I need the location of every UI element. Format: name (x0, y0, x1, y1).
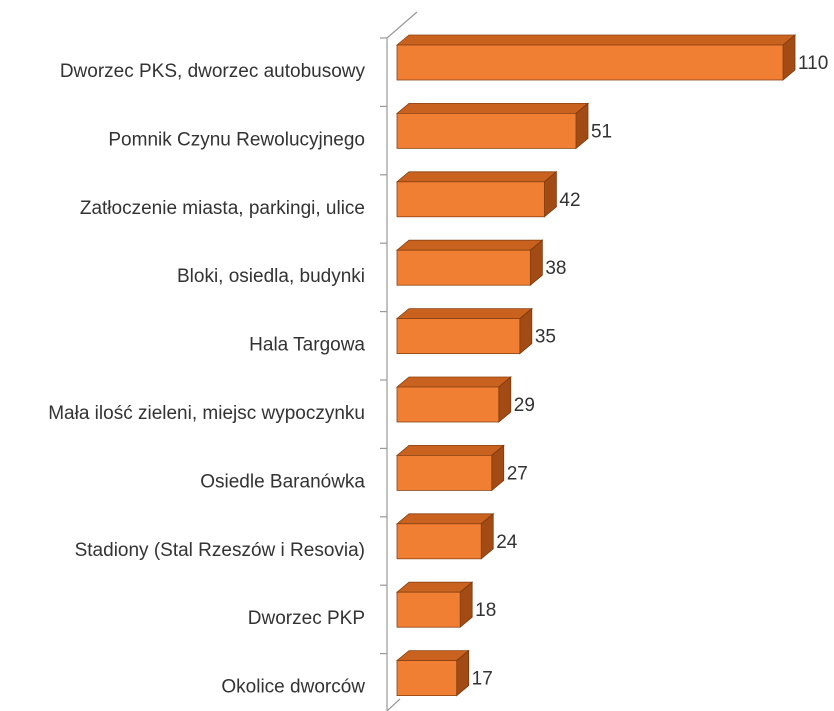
category-label: Pomnik Czynu Rewolucyjnego (108, 129, 365, 150)
bar (396, 454, 493, 491)
bar (396, 591, 461, 628)
bar-top (395, 308, 533, 320)
value-label: 17 (472, 669, 493, 690)
bar (396, 660, 458, 696)
axis (386, 11, 418, 711)
bar (396, 44, 784, 81)
value-label: 51 (591, 121, 612, 142)
bar-top (395, 103, 590, 114)
category-label: Dworzec PKS, dworzec autobusowy (60, 61, 366, 82)
value-label: 110 (798, 53, 828, 74)
category-label: Dworzec PKP (248, 608, 365, 629)
category-label: Mała ilość zieleni, miejsc wypoczynku (48, 403, 365, 424)
bar-top (395, 171, 558, 183)
bar-top (395, 581, 474, 593)
bar (396, 386, 500, 423)
bar-top (395, 513, 495, 525)
value-label: 18 (475, 600, 496, 621)
value-label: 29 (514, 395, 535, 416)
bar (396, 249, 531, 286)
category-label: Hala Targowa (249, 335, 365, 356)
bar (396, 181, 545, 218)
bar (396, 318, 521, 355)
bar-top (395, 239, 544, 251)
category-label: Okolice dworców (221, 677, 365, 698)
bar-top (395, 444, 505, 456)
value-label: 24 (496, 532, 518, 553)
category-label: Stadiony (Stal Rzeszów i Resovia) (75, 540, 365, 561)
value-label: 42 (559, 190, 580, 211)
category-label: Bloki, osiedla, budynki (177, 266, 365, 287)
category-label: Osiedle Baranówka (200, 471, 365, 492)
value-label: 27 (507, 463, 528, 484)
bar (396, 523, 482, 560)
bar (396, 113, 577, 149)
value-label: 38 (545, 258, 566, 279)
bar-top (395, 376, 512, 388)
value-label: 35 (535, 327, 556, 348)
category-label: Zatłoczenie miasta, parkingi, ulice (80, 198, 365, 219)
bar-top (395, 34, 797, 46)
